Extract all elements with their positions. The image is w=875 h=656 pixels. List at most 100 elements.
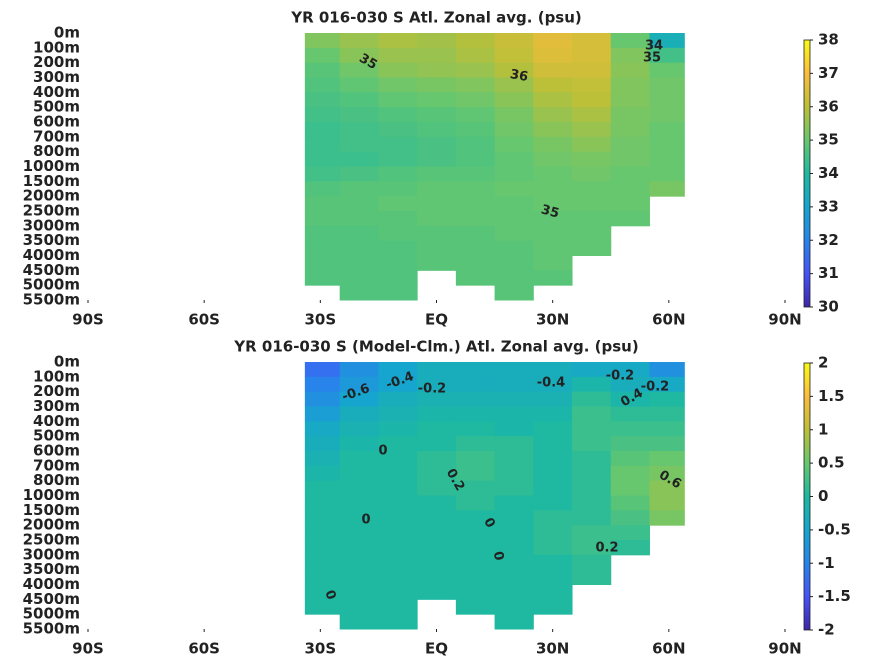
heat-cell bbox=[533, 136, 573, 153]
heat-cell bbox=[378, 599, 418, 615]
heat-cell bbox=[339, 225, 379, 242]
colorbar-tick-label: 0 bbox=[818, 487, 828, 505]
heat-cell bbox=[417, 480, 457, 496]
heat-cell bbox=[417, 136, 457, 153]
heat-cell bbox=[610, 122, 650, 138]
contour-label: 36 bbox=[509, 67, 529, 85]
heat-cell bbox=[494, 451, 534, 467]
heat-cell bbox=[339, 436, 379, 452]
heat-cell bbox=[649, 421, 685, 437]
heat-cell bbox=[304, 77, 341, 93]
heat-cell bbox=[533, 391, 573, 407]
y-tick-label: 600m bbox=[33, 442, 80, 460]
heat-cell bbox=[533, 436, 573, 452]
heat-cell bbox=[533, 451, 573, 467]
heat-cell bbox=[378, 270, 418, 286]
heat-cell bbox=[378, 107, 418, 123]
heat-cell bbox=[494, 255, 534, 271]
heat-cell bbox=[649, 510, 685, 526]
colorbar-tick-label: 0.5 bbox=[818, 454, 845, 472]
heat-cell bbox=[572, 33, 612, 49]
contour-label: 35 bbox=[539, 202, 560, 221]
heat-cell bbox=[455, 92, 496, 108]
heat-cell bbox=[378, 614, 418, 630]
heat-cell bbox=[572, 240, 612, 256]
heat-cell bbox=[533, 92, 573, 108]
heat-cell bbox=[417, 421, 457, 437]
contour-label: 35 bbox=[643, 51, 661, 66]
heat-cell bbox=[572, 376, 612, 393]
heat-cell bbox=[339, 495, 379, 511]
heat-cell bbox=[494, 436, 534, 452]
heat-cell bbox=[533, 569, 573, 585]
heat-cell bbox=[610, 62, 650, 78]
y-tick-label: 300m bbox=[33, 68, 80, 86]
heat-cell bbox=[610, 166, 650, 182]
heat-cell bbox=[494, 525, 534, 541]
heat-cell bbox=[494, 136, 534, 153]
heat-cell bbox=[304, 196, 341, 212]
heat-cell bbox=[533, 465, 573, 482]
y-tick-label: 3500m bbox=[23, 231, 80, 249]
heat-cell bbox=[494, 92, 534, 108]
colorbar-tick-label: 35 bbox=[818, 131, 839, 149]
x-tick-label: EQ bbox=[425, 311, 448, 329]
heat-cell bbox=[417, 77, 457, 93]
heat-cell bbox=[378, 225, 418, 242]
heat-cell bbox=[339, 599, 379, 615]
heat-cell bbox=[339, 151, 379, 167]
heat-cell bbox=[533, 151, 573, 167]
heat-cell bbox=[455, 540, 496, 556]
heat-cell bbox=[649, 451, 685, 467]
heat-cell bbox=[572, 181, 612, 197]
heat-cell bbox=[533, 33, 573, 49]
heat-cell bbox=[417, 151, 457, 167]
y-tick-label: 2000m bbox=[23, 187, 80, 205]
heat-cell bbox=[533, 107, 573, 123]
heat-cell bbox=[339, 421, 379, 437]
heat-cell bbox=[378, 584, 418, 600]
heat-cell bbox=[649, 107, 685, 123]
heat-cell bbox=[304, 525, 341, 541]
heat-cell bbox=[572, 495, 612, 511]
heat-cell bbox=[378, 569, 418, 585]
heat-cell bbox=[455, 62, 496, 78]
heat-cell bbox=[572, 540, 612, 556]
heat-cell bbox=[649, 122, 685, 138]
heat-cell bbox=[610, 495, 650, 511]
contour-label: -0.2 bbox=[418, 382, 446, 397]
heat-cell bbox=[494, 181, 534, 197]
y-tick-label: 5500m bbox=[23, 620, 80, 638]
heat-cell bbox=[417, 495, 457, 511]
heat-cell bbox=[304, 584, 341, 600]
heat-cell bbox=[378, 62, 418, 78]
heat-cell bbox=[649, 62, 685, 78]
heat-cell bbox=[339, 406, 379, 422]
contour-label: 0.2 bbox=[595, 541, 618, 556]
heat-cell bbox=[455, 33, 496, 49]
heat-cell bbox=[339, 122, 379, 138]
heat-cell bbox=[649, 376, 685, 393]
heat-cell bbox=[339, 569, 379, 585]
heat-cell bbox=[533, 122, 573, 138]
colorbar-tick-label: 37 bbox=[818, 64, 839, 82]
heat-cell bbox=[417, 122, 457, 138]
x-tick-label: 90N bbox=[768, 640, 801, 656]
heat-cell bbox=[494, 196, 534, 212]
y-tick-label: 5000m bbox=[23, 605, 80, 623]
heat-cell bbox=[304, 240, 341, 256]
y-tick-label: 700m bbox=[33, 456, 80, 474]
heat-cell bbox=[304, 451, 341, 467]
heat-cell bbox=[304, 62, 341, 78]
heat-cell bbox=[378, 285, 418, 301]
heat-cell bbox=[339, 77, 379, 93]
heat-cell bbox=[533, 47, 573, 64]
heat-cell bbox=[455, 196, 496, 212]
heat-cell bbox=[339, 211, 379, 227]
heat-cell bbox=[494, 584, 534, 600]
heat-cell bbox=[304, 33, 341, 49]
y-tick-label: 500m bbox=[33, 98, 80, 116]
y-tick-label: 1000m bbox=[23, 157, 80, 175]
heat-cell bbox=[649, 136, 685, 153]
heat-cell bbox=[417, 376, 457, 393]
